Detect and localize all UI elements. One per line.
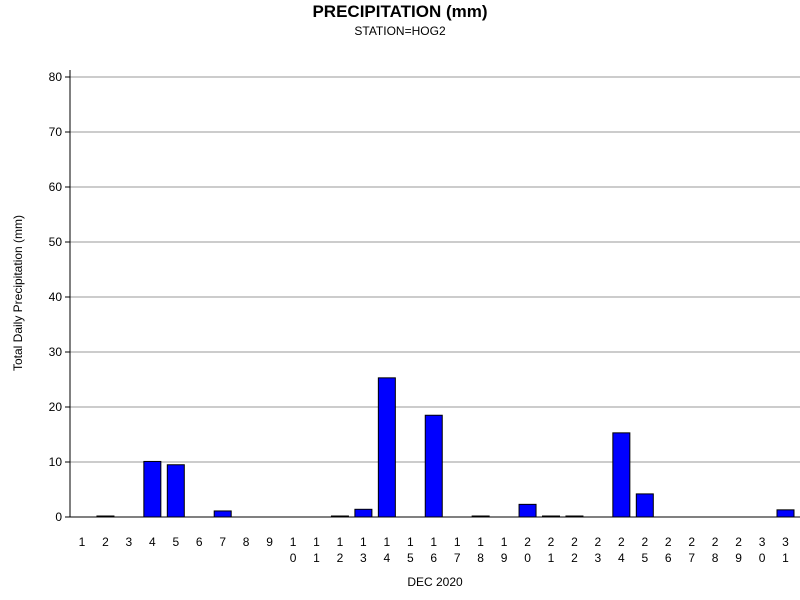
bar-day-14 <box>377 377 396 518</box>
bar-day-16 <box>424 414 443 518</box>
y-tick-label-20: 20 <box>49 400 63 414</box>
bar-day-13 <box>354 508 373 518</box>
gridlines <box>70 76 800 518</box>
y-tick-label-40: 40 <box>49 290 63 304</box>
x-tick-label-6: 6 <box>196 535 203 549</box>
y-axis-title: Total Daily Precipitation (mm) <box>11 215 25 371</box>
bar-day-12 <box>330 515 349 518</box>
bar-day-31 <box>776 509 795 518</box>
y-tick-label-80: 80 <box>49 70 63 84</box>
bar-day-2 <box>96 515 115 518</box>
y-tick-label-70: 70 <box>49 125 63 139</box>
bars <box>96 377 795 518</box>
x-tick-label-7: 7 <box>219 535 226 549</box>
y-tick-label-10: 10 <box>49 455 63 469</box>
x-tick-label-2: 2 <box>102 535 109 549</box>
y-tick-label-0: 0 <box>55 510 62 524</box>
bar-day-25 <box>635 493 654 518</box>
chart-title: PRECIPITATION (mm) <box>312 2 487 21</box>
y-tick-label-60: 60 <box>49 180 63 194</box>
bar-day-24 <box>612 432 631 518</box>
x-tick-label-5: 5 <box>172 535 179 549</box>
x-tick-label-1: 1 <box>79 535 86 549</box>
x-axis-title: DEC 2020 <box>407 575 463 589</box>
bar-day-7 <box>213 510 232 518</box>
bar-day-4 <box>143 460 162 518</box>
bar-day-5 <box>166 464 185 518</box>
y-tick-labels: 0 10 20 30 40 50 60 70 80 <box>49 70 70 524</box>
chart-subtitle: STATION=HOG2 <box>354 24 446 38</box>
bar-day-21 <box>542 515 560 518</box>
bar-day-22 <box>565 515 584 518</box>
x-tick-label-3: 3 <box>126 535 133 549</box>
x-tick-label-9: 9 <box>266 535 273 549</box>
x-tick-labels: 1 2 3 4 5 6 7 8 9 1 01 11 21 31 41 51 61 71 81 92 02 12 22 32 42… <box>79 535 790 565</box>
bar-day-18 <box>471 515 490 518</box>
x-tick-label-4: 4 <box>149 535 156 549</box>
bar-day-20 <box>518 503 537 518</box>
x-tick-label-8: 8 <box>243 535 250 549</box>
y-tick-label-30: 30 <box>49 345 63 359</box>
y-tick-label-50: 50 <box>49 235 63 249</box>
